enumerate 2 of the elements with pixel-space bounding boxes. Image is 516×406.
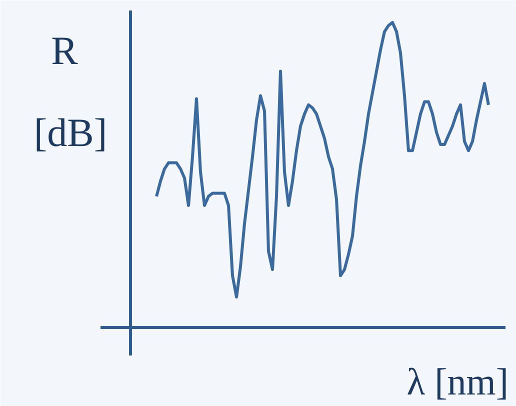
y-axis-title: R [dB]	[34, 28, 108, 155]
x-axis-title: λ [nm]	[406, 362, 509, 404]
